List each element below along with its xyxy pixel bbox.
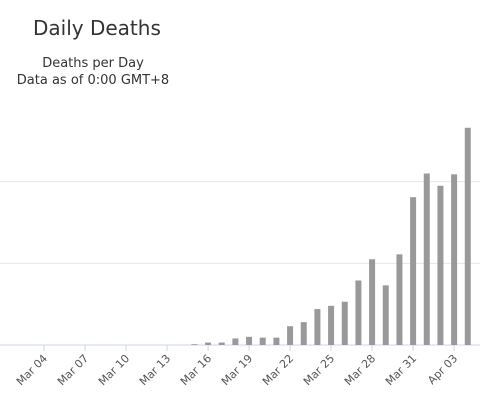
bar [396,254,403,345]
x-tick-label: Mar 07 [55,352,91,388]
bar [246,336,253,345]
x-tick-label: Mar 10 [96,352,132,388]
bar [437,185,444,345]
bar [382,285,389,345]
bar [328,305,335,345]
x-tick-label: Mar 19 [219,352,255,388]
x-tick-label: Mar 16 [178,352,214,388]
x-tick-label: Mar 31 [383,352,419,388]
chart-subtitle: Data as of 0:00 GMT+8 [17,73,169,88]
x-tick-label: Mar 22 [260,352,296,388]
bar [300,322,307,345]
x-tick-label: Mar 25 [301,352,337,388]
bar [369,259,376,345]
x-tick-label: Apr 03 [425,352,460,387]
x-tick-label: Mar 04 [14,352,50,388]
bar [410,197,417,345]
bar [218,342,225,345]
bar [287,326,294,345]
bar [191,344,198,345]
bar [464,127,471,346]
bar [205,342,212,345]
bar [451,174,458,345]
bar [355,280,362,345]
chart-title: Daily Deaths [33,16,161,40]
bar [314,309,321,345]
bar [341,301,348,345]
bar [259,337,266,345]
bar [232,338,239,345]
chart-subtitle: Deaths per Day [42,56,144,71]
bar [423,173,430,345]
x-tick-label: Mar 13 [137,352,173,388]
x-tick-label: Mar 28 [342,352,378,388]
bar [273,337,280,345]
